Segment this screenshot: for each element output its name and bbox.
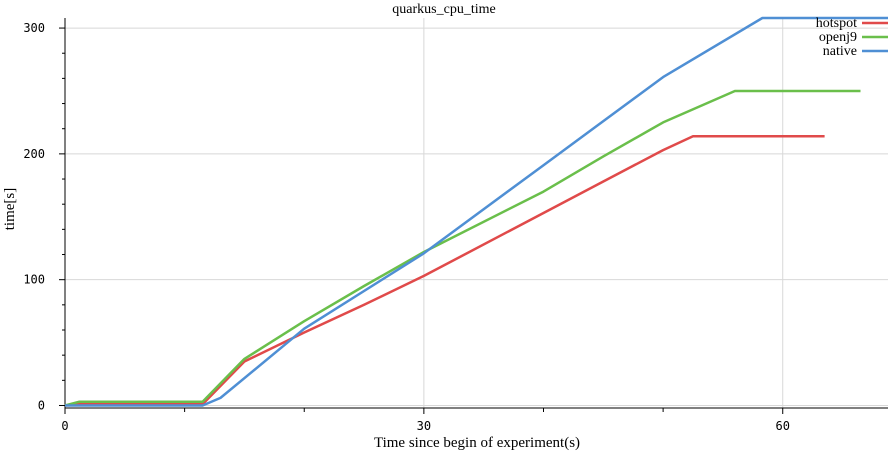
x-tick-label: 0 bbox=[61, 419, 68, 433]
legend-label-native: native bbox=[823, 44, 857, 59]
series-lines bbox=[64, 16, 888, 407]
y-tick-label: 0 bbox=[38, 398, 45, 412]
ticks: 0 30 60 0 100 200 300 bbox=[23, 21, 790, 433]
y-tick-label: 300 bbox=[23, 21, 45, 35]
series-line-hotspot bbox=[64, 135, 825, 407]
grid-lines bbox=[65, 18, 888, 408]
y-tick-label: 100 bbox=[23, 273, 45, 287]
y-axis-label: time[s] bbox=[2, 188, 18, 231]
legend-label-openj9: openj9 bbox=[819, 30, 857, 45]
y-tick-label: 200 bbox=[23, 147, 45, 161]
x-axis-label: Time since begin of experiment(s) bbox=[374, 435, 580, 451]
chart-title: quarkus_cpu_time bbox=[392, 2, 495, 17]
axes bbox=[64, 18, 888, 409]
series-line-openj9 bbox=[64, 89, 861, 407]
series-line-native bbox=[65, 16, 888, 407]
x-tick-label: 60 bbox=[776, 419, 790, 433]
x-tick-label: 30 bbox=[417, 419, 431, 433]
legend-label-hotspot: hotspot bbox=[816, 16, 857, 31]
